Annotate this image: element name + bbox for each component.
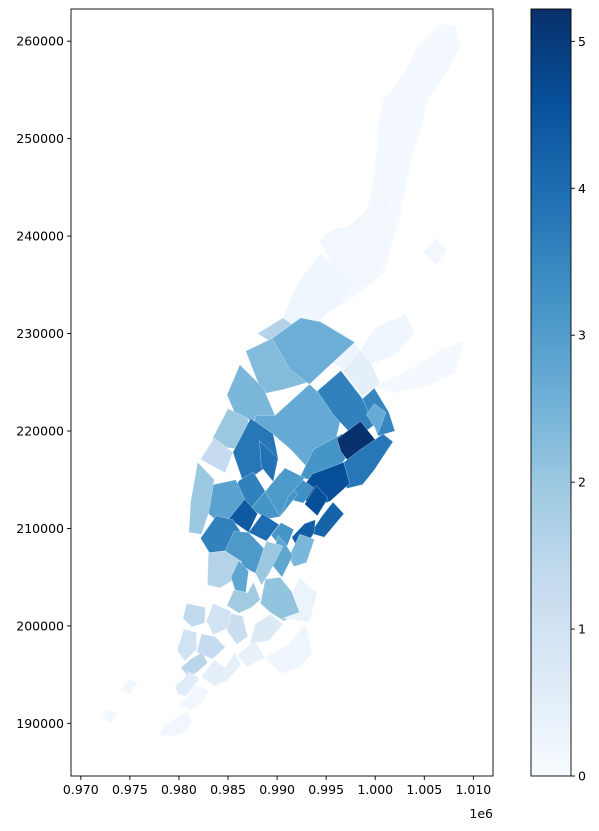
region-56 [178,685,210,710]
colorbar-tick-label: 3 [578,328,586,343]
colorbar-tick-label: 5 [578,34,586,49]
region-57 [157,711,192,737]
region-31 [248,513,280,542]
region-55 [174,671,200,697]
map-axes: 0.970 0.975 0.980 0.985 0.990 0.995 1.000 1.005… [16,8,494,821]
region-20 [343,433,394,489]
region-29 [228,498,258,533]
colorbar-tick-label: 1 [578,622,586,637]
x-tick-label: 0.985 [210,782,246,797]
x-tick-label: 1.000 [357,782,393,797]
y-axis-ticks: 190000 200000 210000 220000 230000 240000 2500… [16,34,71,731]
region-52 [176,628,197,662]
x-tick-label: 0.990 [259,782,295,797]
y-tick-label: 200000 [16,618,64,633]
y-tick-label: 260000 [16,34,64,49]
map-frame [70,8,494,777]
region-59 [100,709,119,723]
region-3 [360,313,415,364]
colorbar-tick-label: 0 [578,769,586,784]
region-46 [236,640,266,668]
region-17 [366,403,387,434]
x-tick-label: 0.980 [161,782,197,797]
region-39 [255,540,284,586]
x-tick-label: 1.010 [455,782,491,797]
region-26 [264,467,305,518]
region-34 [310,501,345,538]
region-44 [282,576,318,623]
y-tick-label: 240000 [16,229,64,244]
colorbar-gradient [530,8,572,777]
region-45 [263,623,313,674]
y-tick-label: 230000 [16,326,64,341]
map-regions [100,23,465,737]
region-54 [201,651,242,687]
x-tick-label: 0.970 [63,782,99,797]
x-axis-ticks: 0.970 0.975 0.980 0.985 0.990 0.995 1.000 1.005… [63,776,491,797]
region-4 [369,339,465,394]
region-36 [288,533,315,567]
x-tick-label: 1.005 [406,782,442,797]
colorbar-tick-label: 2 [578,475,586,490]
region-33 [304,485,329,517]
region-48 [226,612,248,645]
region-42 [226,581,261,614]
x-tick-label: 0.975 [112,782,148,797]
region-51 [196,633,226,660]
region-41 [230,560,249,594]
y-tick-label: 190000 [16,716,64,731]
region-49 [249,613,284,644]
region-28 [188,461,215,535]
region-60 [422,237,448,265]
region-6 [342,349,381,397]
y-tick-label: 250000 [16,131,64,146]
x-axis-offset-label: 1e6 [469,806,493,821]
colorbar: 0 1 2 3 4 5 [530,8,586,784]
region-50 [182,603,206,628]
x-tick-label: 0.995 [308,782,344,797]
y-tick-label: 210000 [16,521,64,536]
region-58 [119,678,139,695]
region-10 [271,317,356,385]
y-tick-label: 220000 [16,423,64,438]
colorbar-ticks: 0 1 2 3 4 5 [571,34,586,784]
colorbar-tick-label: 4 [578,181,586,196]
